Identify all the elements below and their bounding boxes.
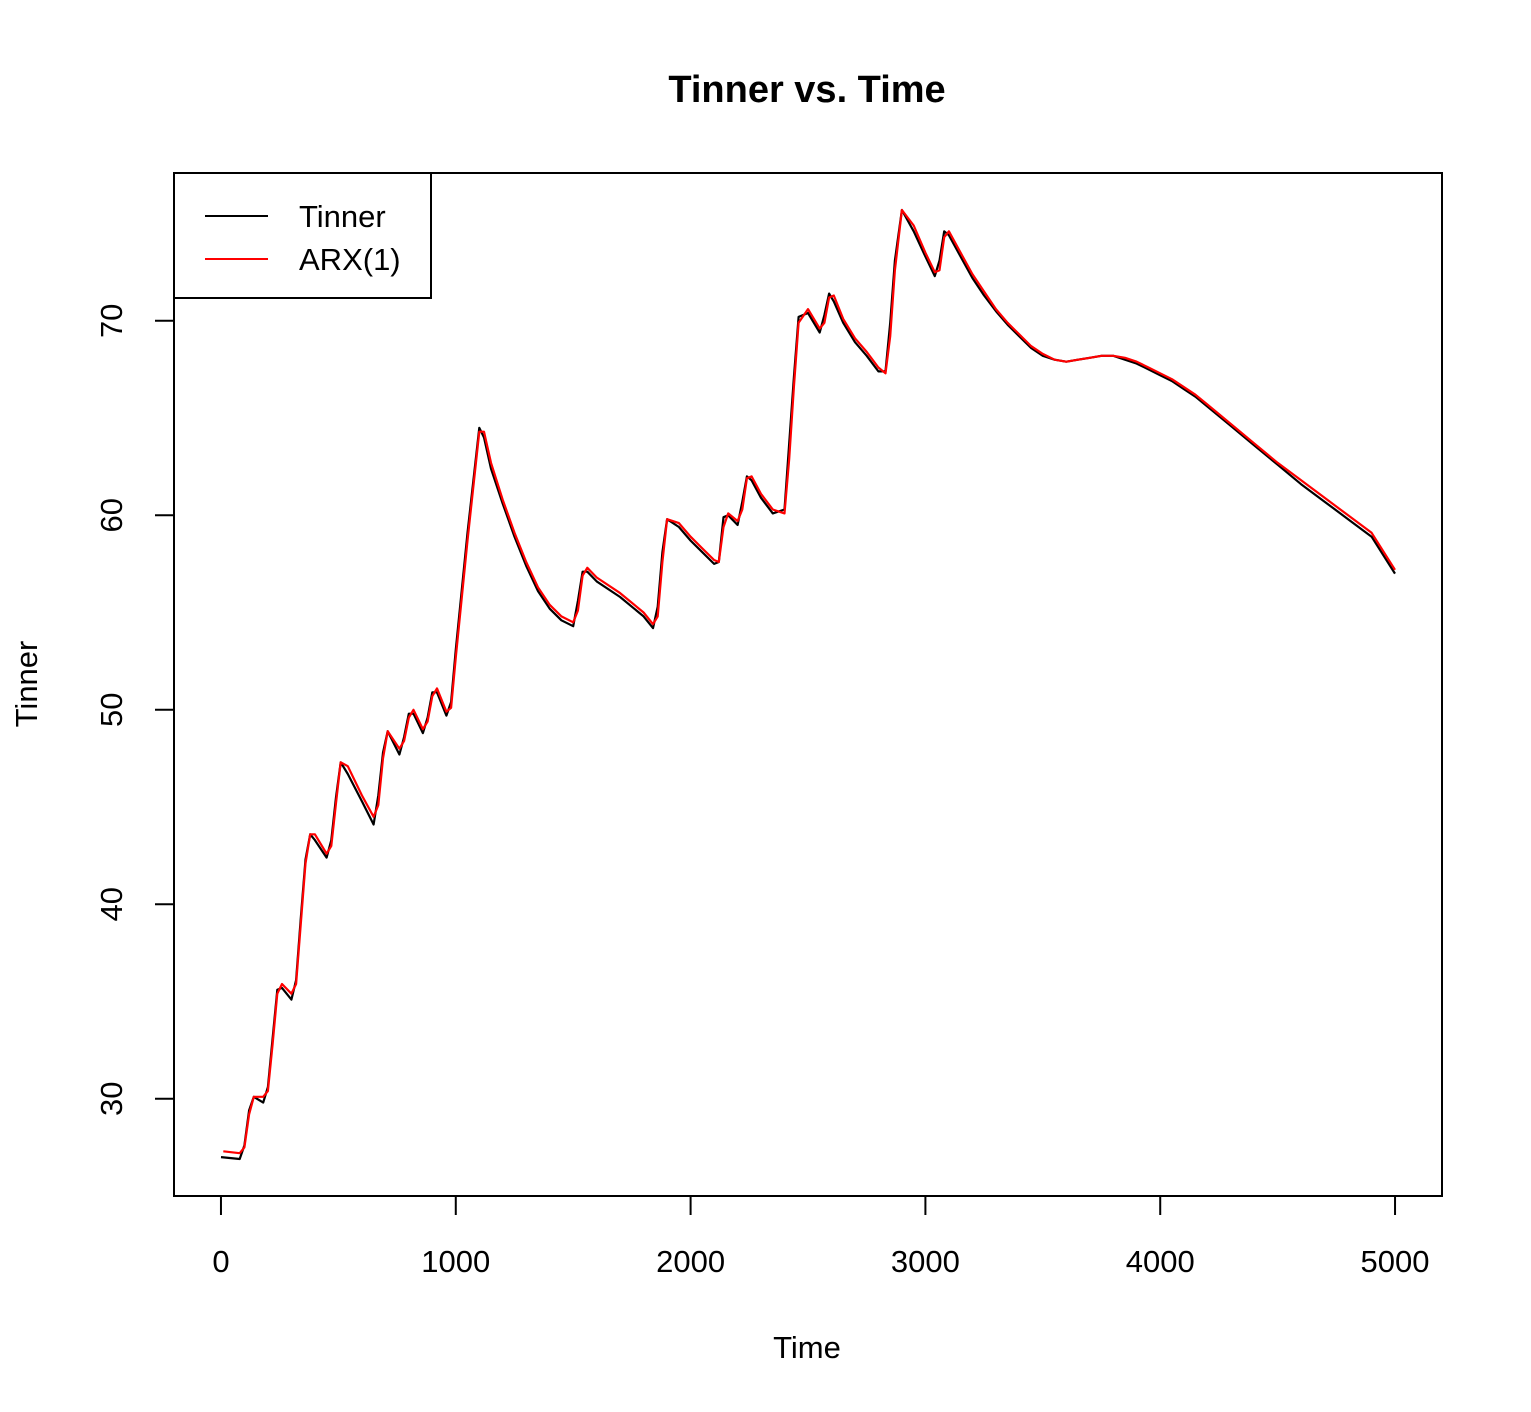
series-line-tinner <box>220 208 1396 1161</box>
plot-frame <box>173 172 1443 1197</box>
x-tick-label: 2000 <box>656 1244 725 1279</box>
series-line-arx1 <box>223 208 1396 1155</box>
y-tick-label: 40 <box>94 887 129 921</box>
y-tick-label: 70 <box>94 304 129 338</box>
chart-title: Tinner vs. Time <box>668 69 945 111</box>
y-axis-label: Tinner <box>9 641 44 728</box>
y-axis: 30 40 50 60 70 <box>94 304 175 1116</box>
plot-series <box>220 208 1396 1161</box>
x-tick-label: 4000 <box>1126 1244 1195 1279</box>
x-tick-label: 5000 <box>1361 1244 1430 1279</box>
legend-label-tinner: Tinner <box>299 199 386 234</box>
x-tick-label: 1000 <box>421 1244 490 1279</box>
x-axis-label: Time <box>773 1330 841 1365</box>
x-axis: 0 1000 2000 3000 4000 5000 <box>212 1195 1430 1279</box>
y-tick-label: 30 <box>94 1082 129 1116</box>
y-tick-label: 60 <box>94 498 129 532</box>
y-tick-label: 50 <box>94 693 129 727</box>
legend-label-arx1: ARX(1) <box>299 242 401 277</box>
legend: Tinner ARX(1) <box>173 172 432 299</box>
x-tick-label: 0 <box>212 1244 229 1279</box>
legend-box <box>173 172 432 299</box>
x-tick-label: 3000 <box>891 1244 960 1279</box>
